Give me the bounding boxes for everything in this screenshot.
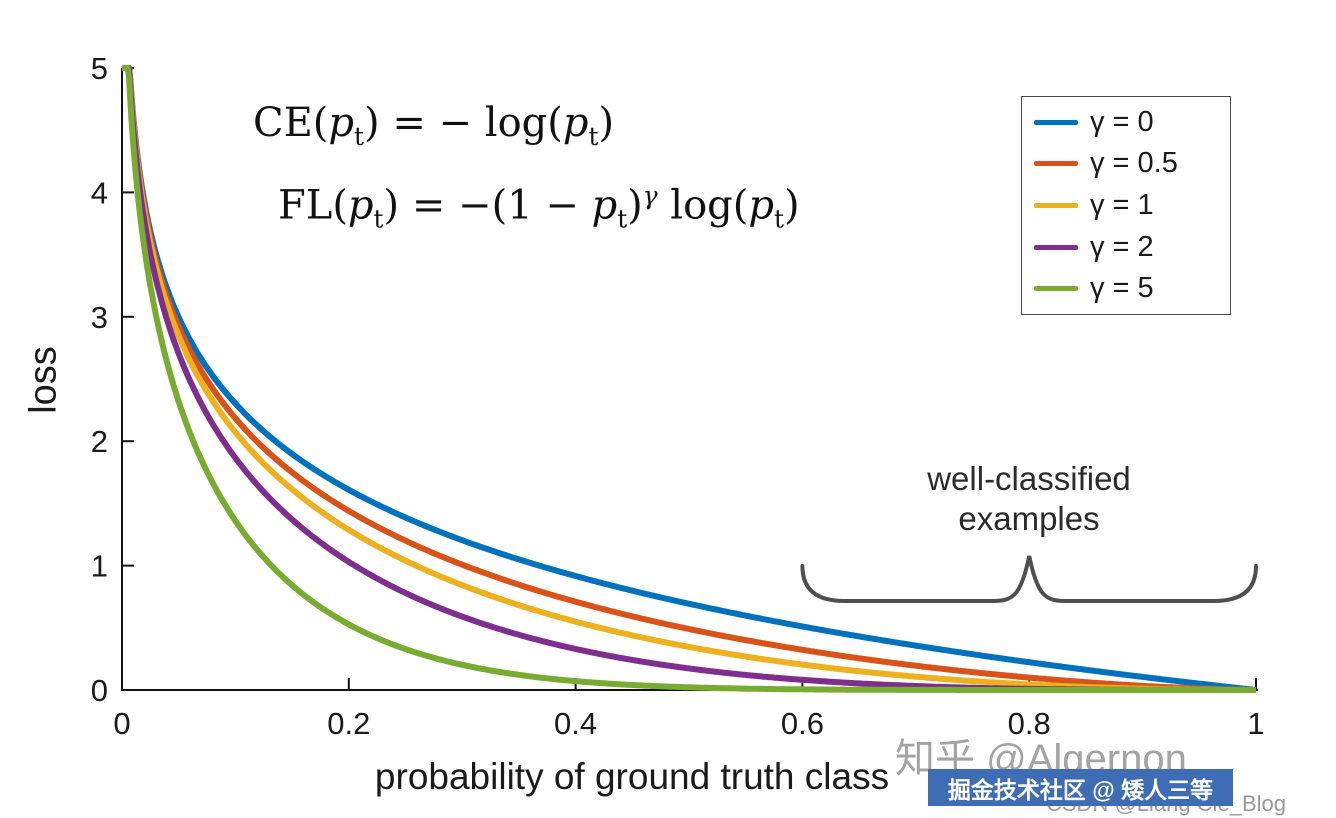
y-axis-label: loss: [22, 346, 65, 414]
legend-entry: γ = 0: [1022, 106, 1230, 139]
fl-formula: FL(pt) = −(1 − pt)γ log(pt): [278, 181, 800, 234]
watermark-juejin: 掘金技术社区 @ 矮人三等: [928, 769, 1233, 806]
annotation-line1: well-classified: [927, 460, 1131, 497]
brace-annotation: [800, 555, 1258, 603]
y-tick-label: 5: [91, 51, 108, 86]
legend-entry: γ = 0.5: [1022, 147, 1230, 180]
legend-entry: γ = 1: [1022, 189, 1230, 222]
legend-label: γ = 2: [1090, 230, 1154, 263]
curve-gamma-0: [120, 65, 1258, 693]
curve-gamma-5: [120, 65, 1258, 693]
y-tick-label: 1: [91, 549, 108, 584]
legend-line-swatch: [1034, 244, 1078, 250]
y-tick-label: 0: [91, 673, 108, 708]
x-tick-label: 1: [1247, 706, 1264, 741]
curve-gamma-0.5: [120, 65, 1258, 693]
legend: γ = 0 γ = 0.5 γ = 1 γ = 2 γ = 5: [1021, 96, 1231, 315]
ce-formula: CE(pt) = − log(pt): [253, 100, 615, 151]
legend-label: γ = 0.5: [1090, 147, 1178, 180]
legend-label: γ = 0: [1090, 105, 1154, 138]
curve-gamma-1: [120, 65, 1258, 693]
legend-line-swatch: [1034, 119, 1078, 125]
x-tick-label: 0.6: [781, 706, 824, 741]
x-tick-label: 0.2: [327, 706, 370, 741]
y-tick-label: 4: [91, 175, 108, 210]
legend-line-swatch: [1034, 161, 1078, 167]
legend-label: γ = 1: [1090, 188, 1154, 221]
legend-entry: γ = 5: [1022, 272, 1230, 305]
y-tick-label: 2: [91, 424, 108, 459]
legend-label: γ = 5: [1090, 272, 1154, 305]
y-tick-label: 3: [91, 300, 108, 335]
legend-entry: γ = 2: [1022, 231, 1230, 264]
x-tick-label: 0.8: [1008, 706, 1051, 741]
x-tick-label: 0: [113, 706, 130, 741]
x-tick-label: 0.4: [554, 706, 597, 741]
legend-line-swatch: [1034, 286, 1078, 292]
annotation-line2: examples: [958, 500, 1100, 537]
x-axis-label: probability of ground truth class: [374, 756, 890, 797]
legend-line-swatch: [1034, 202, 1078, 208]
